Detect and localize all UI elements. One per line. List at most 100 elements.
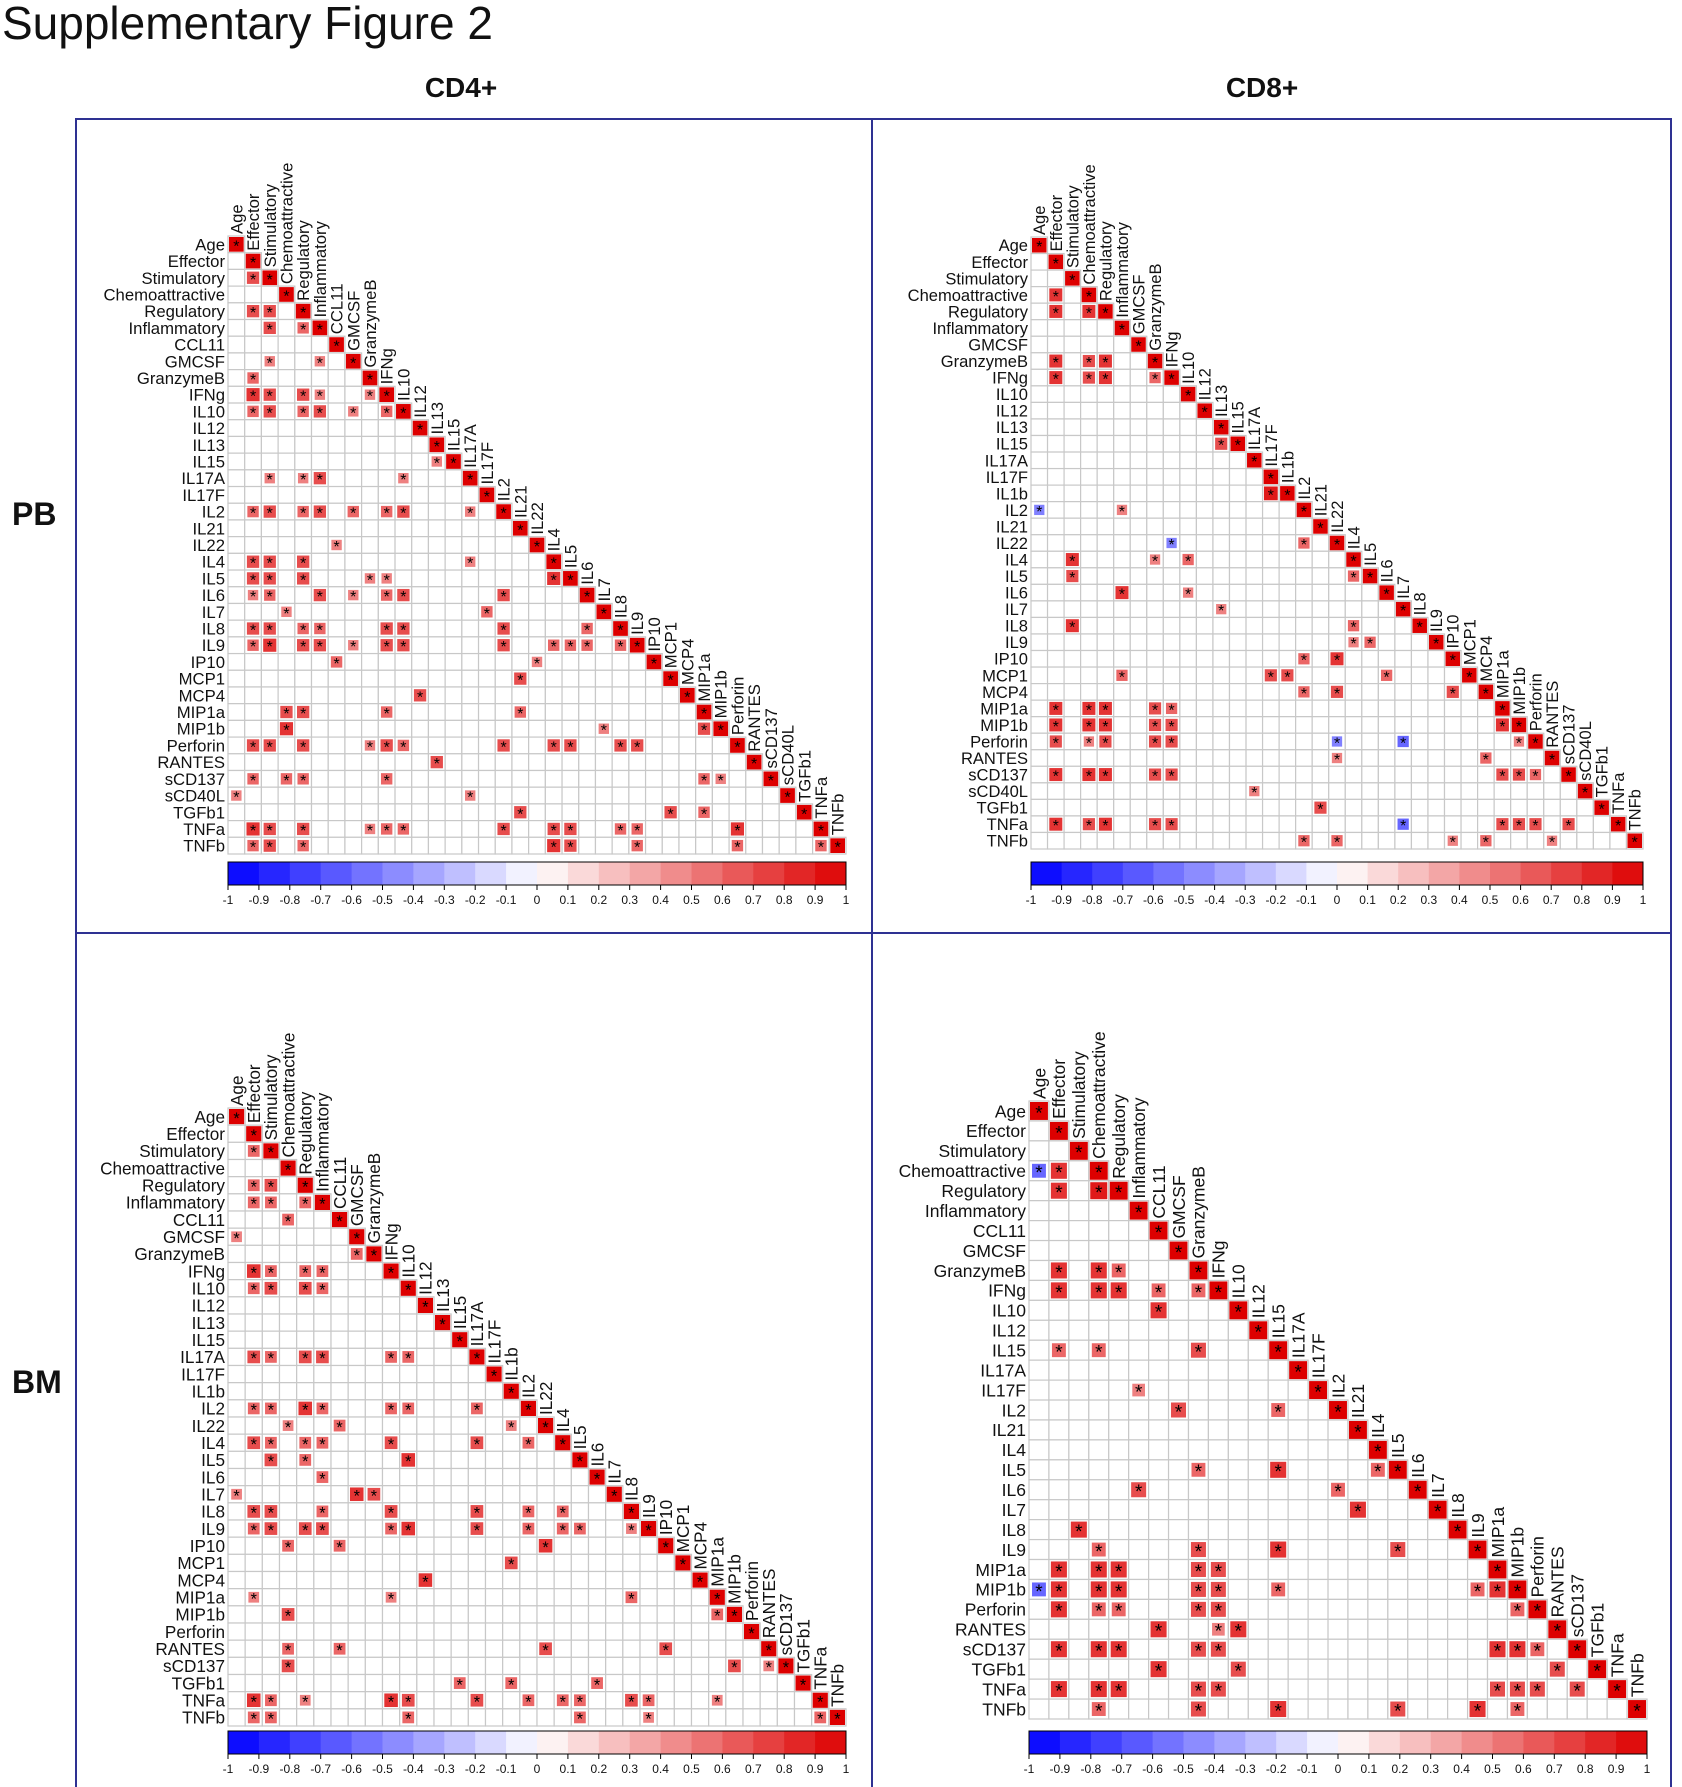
matrix-cell: [611, 719, 630, 738]
significance-star: *: [434, 456, 440, 473]
matrix-cell: [244, 485, 263, 504]
column-label: IL9: [1468, 1513, 1488, 1537]
matrix-cell: [1212, 501, 1231, 519]
matrix-cell: [1080, 335, 1098, 354]
matrix-cell: [227, 669, 246, 688]
significance-star: *: [1155, 1303, 1163, 1324]
matrix-cell: [361, 435, 379, 454]
correlation-square: [1165, 702, 1178, 715]
matrix-cell: [1030, 286, 1049, 304]
column-label: Inflammatory: [1113, 221, 1132, 317]
matrix-cell: [1129, 484, 1148, 503]
colorbar-tick-label: 0.7: [1543, 893, 1560, 907]
matrix-cell: [277, 335, 296, 354]
correlation-square: [1346, 552, 1361, 567]
correlation-square: [1213, 419, 1229, 435]
matrix-cell: [444, 536, 463, 554]
significance-star: *: [668, 806, 674, 823]
correlation-square: [364, 740, 376, 751]
matrix-cell: [364, 1639, 384, 1658]
colorbar-segment: [567, 862, 600, 885]
matrix-cell: [1295, 716, 1313, 734]
matrix-cell: [1129, 600, 1148, 619]
matrix-cell: [377, 803, 396, 822]
significance-star: *: [251, 1522, 258, 1540]
colorbar: -1 -0.9 -0.8 -0.7 -0.6 -0.5 -0.4 -0.3 -0.2 -0.1 0 0…: [1026, 861, 1647, 907]
matrix-cell: [1048, 1479, 1070, 1501]
significance-star: *: [251, 1711, 258, 1729]
matrix-cell: [622, 1673, 641, 1693]
matrix-cell: [261, 1313, 281, 1332]
column-label: TNFa: [1609, 772, 1628, 814]
matrix-cell: [639, 1553, 658, 1573]
matrix-cell: [330, 1382, 349, 1401]
matrix-cell: [1113, 352, 1131, 370]
significance-star: *: [268, 1505, 275, 1523]
column-label: GMCSF: [344, 291, 363, 351]
matrix-cell: [728, 803, 747, 822]
significance-star: *: [835, 840, 841, 857]
matrix-cell: [364, 1450, 384, 1470]
correlation-square: [1428, 634, 1444, 650]
matrix-cell: [344, 619, 363, 638]
matrix-cell: [394, 769, 413, 788]
correlation-square: [298, 1401, 313, 1416]
matrix-cell: [1080, 567, 1098, 585]
colorbar-segment: [1367, 862, 1399, 885]
correlation-square: [1182, 553, 1194, 566]
colorbar-segment: [1092, 862, 1124, 885]
matrix-cell: [673, 1673, 693, 1693]
significance-star: *: [534, 656, 540, 673]
correlation-square: [349, 1487, 364, 1502]
colorbar-segment: [258, 862, 291, 885]
matrix-cell: [1148, 1558, 1170, 1581]
colorbar-tick-label: -0.4: [403, 1762, 424, 1776]
matrix-cell: [553, 1467, 572, 1487]
correlation-square: [380, 405, 393, 418]
significance-star: *: [1115, 1642, 1123, 1663]
correlation-square: [574, 1711, 586, 1724]
matrix-cell: [570, 1605, 590, 1624]
matrix-cell: [1287, 1638, 1309, 1660]
significance-star: *: [302, 1178, 309, 1196]
matrix-cell: [1347, 1698, 1369, 1720]
correlation-square: [1131, 337, 1146, 352]
significance-star: *: [250, 840, 256, 857]
matrix-cell: [1387, 1618, 1409, 1640]
matrix-cell: [611, 769, 630, 788]
column-label: IL9: [628, 612, 647, 635]
significance-star: *: [1195, 1642, 1203, 1663]
significance-star: *: [1152, 735, 1158, 752]
matrix-cell: [1228, 815, 1247, 834]
matrix-cell: [605, 1570, 624, 1590]
matrix-cell: [1261, 831, 1280, 850]
matrix-cell: [467, 1605, 487, 1624]
matrix-cell: [1245, 484, 1264, 503]
matrix-cell: [377, 452, 396, 471]
correlation-square: [1082, 718, 1096, 732]
colorbar-segment: [567, 1731, 600, 1754]
matrix-cell: [364, 1553, 384, 1573]
matrix-cell: [536, 1691, 555, 1710]
significance-star: *: [1350, 570, 1356, 587]
matrix-cell: [494, 786, 513, 805]
matrix-cell: [605, 1622, 624, 1641]
matrix-cell: [1347, 1578, 1369, 1600]
correlation-square: [497, 639, 510, 652]
correlation-square: [385, 1591, 397, 1603]
matrix-cell: [1080, 616, 1098, 635]
row-label: IL8: [1002, 1520, 1026, 1540]
matrix-cell: [1068, 1200, 1090, 1222]
colorbar-segment: [1612, 862, 1644, 885]
significance-star: *: [508, 1419, 515, 1437]
matrix-cell: [1167, 1618, 1190, 1640]
matrix-cell: [244, 435, 263, 454]
significance-star: *: [251, 1144, 258, 1162]
row-label: IL2: [1005, 501, 1028, 520]
matrix-cell: [1466, 1638, 1489, 1660]
column-label: RANTES: [1548, 1546, 1568, 1617]
matrix-cell: [1347, 1638, 1369, 1660]
matrix-cell: [1088, 1519, 1110, 1541]
matrix-cell: [1063, 815, 1082, 834]
correlation-square: [297, 555, 310, 568]
